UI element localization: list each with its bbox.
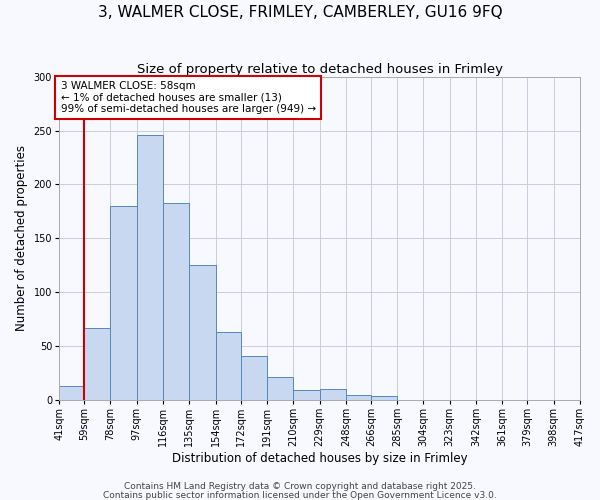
Bar [110,206,137,400]
Text: Contains HM Land Registry data © Crown copyright and database right 2025.: Contains HM Land Registry data © Crown c… [124,482,476,491]
Bar [293,390,320,400]
Title: Size of property relative to detached houses in Frimley: Size of property relative to detached ho… [137,62,503,76]
Text: 3, WALMER CLOSE, FRIMLEY, CAMBERLEY, GU16 9FQ: 3, WALMER CLOSE, FRIMLEY, CAMBERLEY, GU1… [98,5,502,20]
Text: Contains public sector information licensed under the Open Government Licence v3: Contains public sector information licen… [103,490,497,500]
Bar [190,266,215,400]
Bar [346,394,371,400]
Bar [371,396,397,400]
Bar [241,356,267,400]
Bar [59,386,84,400]
Bar [84,328,110,400]
Bar [267,378,293,400]
Text: 3 WALMER CLOSE: 58sqm
← 1% of detached houses are smaller (13)
99% of semi-detac: 3 WALMER CLOSE: 58sqm ← 1% of detached h… [61,81,316,114]
Bar [137,135,163,400]
Bar [320,390,346,400]
Bar [215,332,241,400]
X-axis label: Distribution of detached houses by size in Frimley: Distribution of detached houses by size … [172,452,467,465]
Y-axis label: Number of detached properties: Number of detached properties [15,146,28,332]
Bar [163,203,190,400]
